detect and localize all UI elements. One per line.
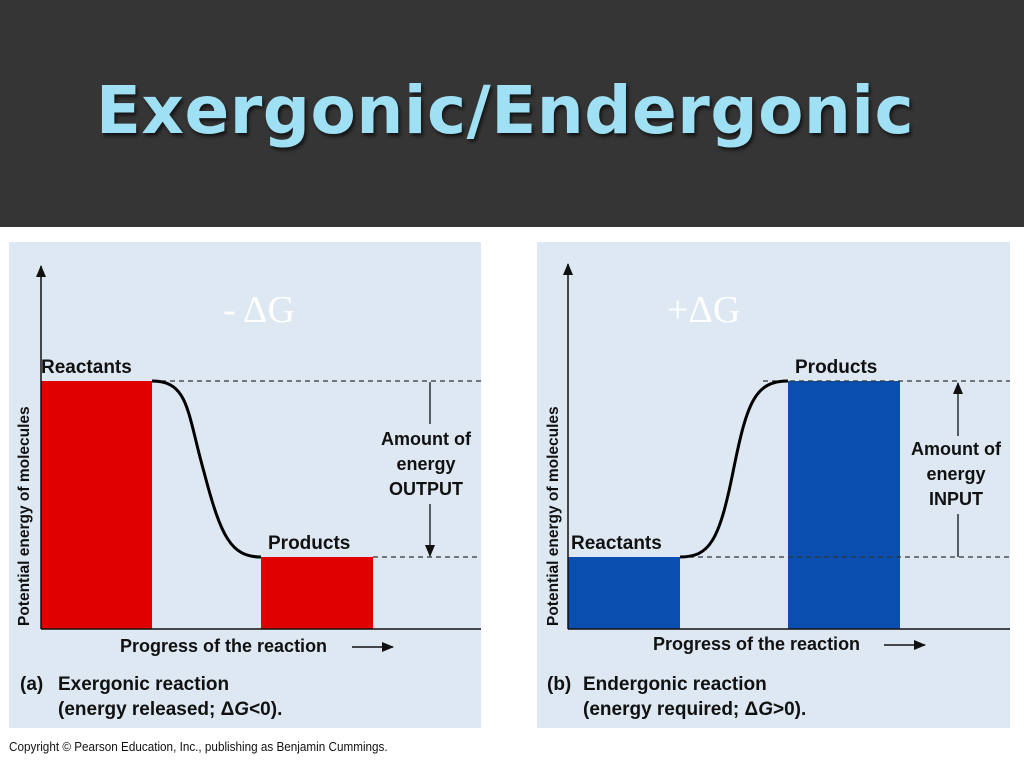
- slide-title: Exergonic/Endergonic: [95, 72, 915, 149]
- caption-detail: (energy released; ΔG<0).: [58, 699, 282, 720]
- amount-label-line-2: energy: [396, 454, 455, 474]
- amount-label-line-2: energy: [926, 464, 985, 484]
- exergonic-diagram: - ΔG Potential energy of molecules React…: [16, 265, 481, 720]
- caption-detail: (energy required; ΔG>0).: [583, 699, 806, 720]
- title-bar: Exergonic/Endergonic: [0, 0, 1024, 227]
- caption-title: Endergonic reaction: [583, 674, 767, 695]
- amount-label-line-1: Amount of: [381, 429, 472, 449]
- copyright-notice: Copyright © Pearson Education, Inc., pub…: [9, 739, 388, 754]
- energy-curve: [679, 379, 789, 559]
- caption-title: Exergonic reaction: [58, 674, 229, 695]
- products-label: Products: [268, 533, 350, 554]
- amount-label-line-3: INPUT: [929, 489, 983, 509]
- x-axis-label: Progress of the reaction: [120, 636, 327, 656]
- reactants-bar: [41, 381, 152, 629]
- reactants-bar: [568, 557, 680, 629]
- products-bar: [788, 381, 900, 629]
- delta-g-label: - ΔG: [223, 289, 295, 331]
- delta-g-label: +ΔG: [667, 289, 740, 331]
- amount-label-line-1: Amount of: [911, 439, 1002, 459]
- energy-curve: [151, 379, 262, 559]
- endergonic-panel: +ΔG Potential energy of molecules Produc…: [537, 242, 1010, 728]
- reactants-label: Reactants: [571, 533, 662, 554]
- caption-letter: (a): [20, 674, 43, 695]
- y-axis-label: Potential energy of molecules: [545, 406, 562, 626]
- products-label: Products: [795, 357, 877, 378]
- y-axis-label: Potential energy of molecules: [16, 406, 33, 626]
- exergonic-panel: - ΔG Potential energy of molecules React…: [9, 242, 481, 728]
- caption-letter: (b): [547, 674, 571, 695]
- reactants-label: Reactants: [41, 357, 132, 378]
- x-axis-label: Progress of the reaction: [653, 634, 860, 654]
- amount-label-line-3: OUTPUT: [389, 479, 463, 499]
- products-bar: [261, 557, 373, 629]
- endergonic-diagram: +ΔG Potential energy of molecules Produc…: [545, 263, 1010, 720]
